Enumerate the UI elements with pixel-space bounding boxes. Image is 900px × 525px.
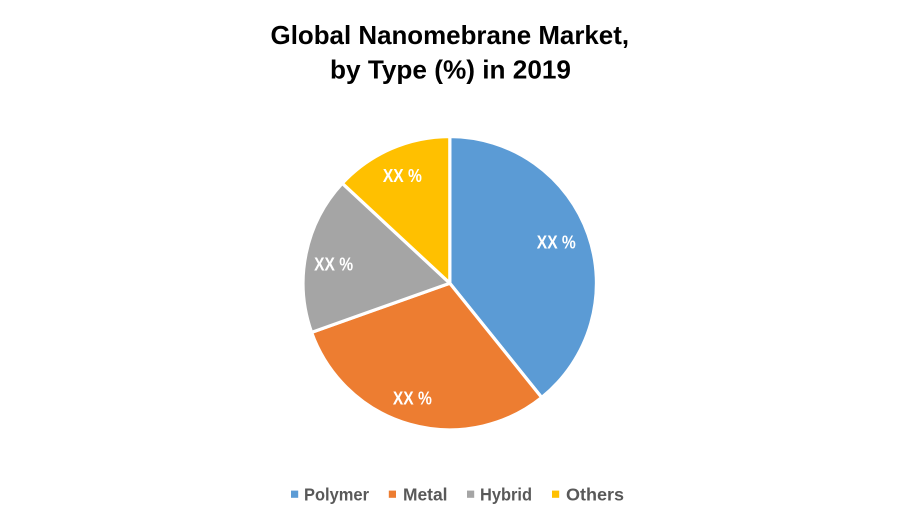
svg-text:Polymer: Polymer bbox=[304, 485, 369, 505]
svg-text:by Type (%) in 2019: by Type (%) in 2019 bbox=[330, 57, 571, 85]
svg-text:XX %: XX % bbox=[537, 231, 576, 252]
svg-text:Others: Others bbox=[566, 485, 624, 505]
svg-text:Global Nanomebrane Market,: Global Nanomebrane Market, bbox=[271, 22, 630, 50]
svg-text:XX %: XX % bbox=[383, 165, 422, 186]
svg-text:XX %: XX % bbox=[314, 254, 353, 275]
svg-text:XX %: XX % bbox=[393, 387, 432, 408]
svg-text:Metal: Metal bbox=[403, 485, 448, 505]
svg-text:Hybrid: Hybrid bbox=[480, 485, 532, 505]
